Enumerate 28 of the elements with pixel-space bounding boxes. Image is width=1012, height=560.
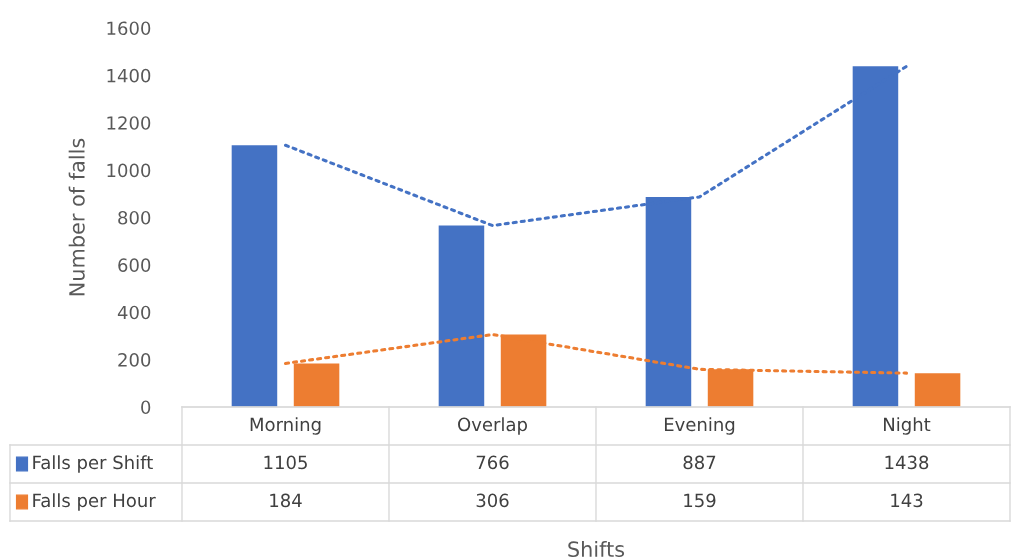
data-label: 887	[683, 455, 716, 470]
data-label: 1105	[264, 455, 307, 470]
y-axis-title: Number of falls	[68, 138, 85, 296]
y-tick-label: 200	[118, 353, 151, 367]
data-label: 143	[891, 493, 923, 508]
y-tick-label: 1200	[107, 116, 151, 130]
text: Shifts	[568, 540, 625, 558]
y-tick-label: 1000	[107, 163, 151, 178]
data-label: 184	[270, 493, 302, 508]
y-tick-label: 1600	[107, 21, 151, 36]
bar	[914, 373, 961, 407]
y-tick-label: 1400	[107, 68, 151, 83]
data-label: 306	[476, 493, 509, 508]
y-tick-label: 600	[118, 258, 151, 272]
x-tick-label: Morning	[250, 417, 321, 435]
y-tick-label: 800	[118, 210, 151, 225]
y-tick-label: 400	[117, 305, 151, 320]
bar	[231, 145, 278, 407]
legend-label: Falls per Hour	[33, 493, 156, 511]
y-tick-label: 0	[141, 400, 151, 415]
data-label: 766	[476, 455, 509, 470]
data-label: 1438	[885, 455, 929, 470]
bar	[438, 225, 485, 407]
legend-label: Falls per Shift	[33, 455, 153, 473]
data-label: 159	[684, 493, 716, 508]
x-tick-label: Evening	[664, 417, 735, 435]
x-tick-label: Overlap	[458, 417, 527, 435]
x-tick-label: Night	[884, 417, 931, 435]
